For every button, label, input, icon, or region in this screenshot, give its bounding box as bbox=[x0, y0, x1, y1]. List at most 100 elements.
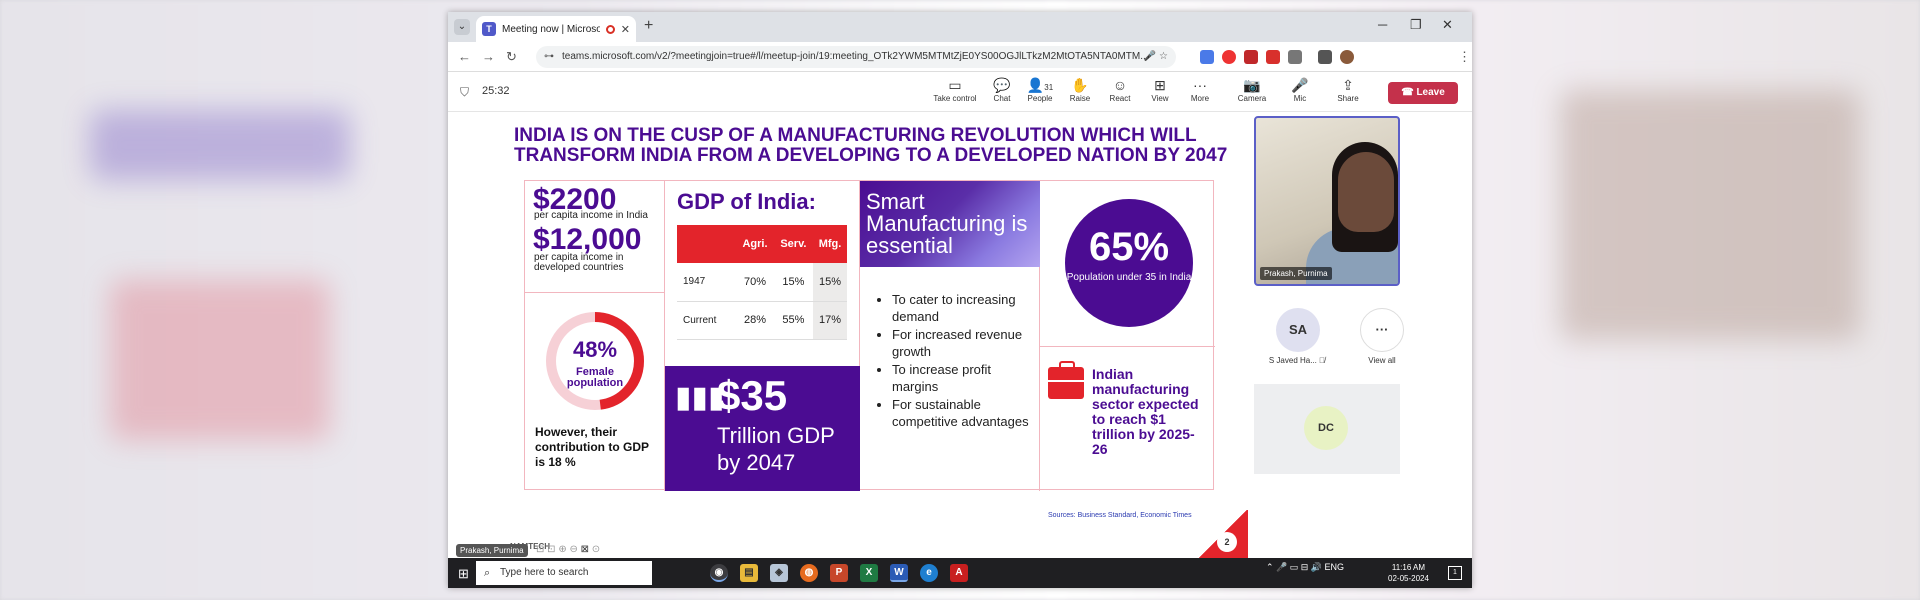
profile-avatar[interactable] bbox=[1340, 50, 1354, 64]
avatar[interactable]: SA bbox=[1276, 308, 1320, 352]
tab-title: Meeting now | Microsoft Te bbox=[502, 23, 600, 35]
developed-income-label: per capita income in developed countries bbox=[534, 252, 624, 273]
tab-search-icon[interactable]: ⌄ bbox=[454, 19, 470, 35]
mic-off-icon: 🎤 bbox=[1291, 77, 1309, 93]
powerpoint-icon[interactable]: P bbox=[830, 564, 848, 582]
camera-button[interactable]: 📷 Camera bbox=[1232, 76, 1272, 108]
tab-teams-meeting[interactable]: T Meeting now | Microsoft Te ✕ bbox=[476, 16, 636, 42]
view-all-label[interactable]: View all bbox=[1368, 356, 1396, 365]
react-button[interactable]: ☺ React bbox=[1100, 76, 1140, 108]
chat-icon: 💬 bbox=[993, 77, 1011, 93]
minimize-button[interactable]: ─ bbox=[1378, 17, 1388, 32]
table-row: 1947 70% 15% 15% bbox=[677, 263, 847, 302]
app-icon[interactable]: ◈ bbox=[770, 564, 788, 582]
meeting-timer: 25:32 bbox=[482, 85, 510, 97]
address-bar-row: ← → ↻ ⊶ teams.microsoft.com/v2/?meetingj… bbox=[448, 42, 1472, 72]
gdp-cell: 15% bbox=[813, 263, 847, 302]
firefox-icon[interactable]: ◍ bbox=[800, 564, 818, 582]
browser-menu-icon[interactable]: ⋮ bbox=[1458, 49, 1471, 64]
people-icon: 👤31 bbox=[1026, 77, 1054, 93]
raise-hand-button[interactable]: ✋ Raise bbox=[1060, 76, 1100, 108]
trillion-panel: ▮▮▮ $35 Trillion GDP by 2047 bbox=[665, 366, 860, 491]
phone-icon: ☎ bbox=[1401, 87, 1417, 98]
smart-panel: Smart Manufacturing is essential To cate… bbox=[860, 181, 1040, 491]
participants-panel: Prakash, Purnima SA S Javed Ha... 🎙̸ ···… bbox=[1254, 112, 1472, 558]
slide-grid: $2200 per capita income in India $12,000… bbox=[524, 180, 1215, 491]
mic-muted-icon: 🎙̸ bbox=[1319, 356, 1326, 365]
new-tab-button[interactable]: + bbox=[644, 17, 654, 34]
clock-date: 02-05-2024 bbox=[1388, 574, 1429, 583]
donut-arc bbox=[546, 312, 644, 410]
take-control-button[interactable]: ▭ Take control bbox=[928, 76, 982, 108]
gdp-header-cell bbox=[677, 225, 737, 263]
reload-icon[interactable]: ↻ bbox=[506, 49, 517, 64]
taskbar-search-input[interactable]: ⌕ Type here to search bbox=[476, 561, 652, 585]
avatar: DC bbox=[1304, 406, 1348, 450]
presentation-controls-icon[interactable]: ⊡ ⊡ ⊕ ⊖ ⊠ ⊙ bbox=[536, 544, 601, 555]
female-donut-chart: 48% bbox=[546, 312, 644, 410]
list-item: To cater to increasing demand bbox=[892, 291, 1034, 325]
share-button[interactable]: ⇪ Share bbox=[1328, 76, 1368, 108]
gdp-cell: 70% bbox=[736, 263, 774, 302]
view-icon: ⊞ bbox=[1154, 77, 1166, 93]
notification-icon[interactable]: 1 bbox=[1448, 566, 1462, 580]
gdp-cell: 15% bbox=[773, 263, 813, 302]
trillion-value: $35 bbox=[717, 372, 788, 419]
download-icon[interactable] bbox=[1318, 50, 1332, 64]
url-input[interactable]: ⊶ teams.microsoft.com/v2/?meetingjoin=tr… bbox=[536, 46, 1176, 68]
bookmark-icon[interactable]: 🎤 ☆ bbox=[1143, 51, 1168, 62]
forward-icon[interactable]: → bbox=[482, 49, 495, 64]
gdp-cell: 17% bbox=[813, 301, 847, 340]
female-label: Female population bbox=[566, 366, 624, 389]
tab-strip: ⌄ T Meeting now | Microsoft Te ✕ + ─ ❐ ✕ bbox=[448, 12, 1472, 42]
file-explorer-icon[interactable]: ▤ bbox=[740, 564, 758, 582]
word-icon[interactable]: W bbox=[890, 564, 908, 582]
raise-hand-icon: ✋ bbox=[1071, 77, 1089, 93]
smart-banner: Smart Manufacturing is essential bbox=[860, 181, 1040, 267]
camera-off-icon: 📷 bbox=[1243, 77, 1261, 93]
browser-window: ⌄ T Meeting now | Microsoft Te ✕ + ─ ❐ ✕… bbox=[448, 12, 1472, 588]
list-item: For sustainable competitive advantages bbox=[892, 396, 1034, 430]
acrobat-icon[interactable]: A bbox=[950, 564, 968, 582]
edge-icon[interactable]: e bbox=[920, 564, 938, 582]
chrome-icon[interactable]: ◉ bbox=[710, 564, 728, 582]
close-tab-icon[interactable]: ✕ bbox=[620, 23, 630, 36]
windows-start-icon[interactable]: ⊞ bbox=[458, 566, 469, 581]
close-window-button[interactable]: ✕ bbox=[1442, 17, 1453, 32]
view-button[interactable]: ⊞ View bbox=[1140, 76, 1180, 108]
opera-extension-icon[interactable] bbox=[1222, 50, 1236, 64]
gdp-header-cell: Serv. bbox=[773, 225, 813, 263]
extensions-icon[interactable] bbox=[1288, 50, 1302, 64]
gdp-cell: 55% bbox=[773, 301, 813, 340]
mic-button[interactable]: 🎤 Mic bbox=[1280, 76, 1320, 108]
leave-button[interactable]: ☎ Leave bbox=[1388, 82, 1458, 104]
income-panel: $2200 per capita income in India $12,000… bbox=[525, 181, 665, 293]
gdp-panel: GDP of India: Agri. Serv. Mfg. 1947 70% … bbox=[665, 181, 860, 366]
people-button[interactable]: 👤31 People bbox=[1020, 76, 1060, 108]
back-icon[interactable]: ← bbox=[458, 49, 471, 64]
acrobat-extension-icon[interactable] bbox=[1266, 50, 1280, 64]
population-panel: 65% Population under 35 in India bbox=[1040, 181, 1215, 347]
system-tray[interactable]: ⌃ 🎤 ▭ ⊟ 🔊 ENG bbox=[1266, 562, 1345, 572]
population-label: Population under 35 in India bbox=[1066, 272, 1192, 283]
excel-icon[interactable]: X bbox=[860, 564, 878, 582]
clock-time: 11:16 AM bbox=[1391, 563, 1426, 572]
more-button[interactable]: ··· More bbox=[1180, 76, 1220, 108]
background-blob bbox=[90, 110, 350, 180]
view-all-button[interactable]: ··· bbox=[1360, 308, 1404, 352]
restore-button[interactable]: ❐ bbox=[1410, 17, 1422, 32]
gdp-header-row: Agri. Serv. Mfg. bbox=[677, 225, 847, 263]
chat-button[interactable]: 💬 Chat bbox=[982, 76, 1022, 108]
translate-extension-icon[interactable] bbox=[1200, 50, 1214, 64]
briefcase-icon bbox=[1048, 361, 1084, 399]
sector-text: Indian manufacturing sector expected to … bbox=[1092, 366, 1199, 457]
pdf-extension-icon[interactable] bbox=[1244, 50, 1258, 64]
shield-icon: ⛉ bbox=[460, 85, 470, 99]
participant-tile[interactable]: DC bbox=[1254, 384, 1400, 474]
trillion-text: Trillion GDP by 2047 bbox=[717, 423, 835, 475]
system-clock[interactable]: 11:16 AM 02-05-2024 bbox=[1388, 562, 1429, 584]
female-caption: However, their contribution to GDP is 18… bbox=[535, 425, 649, 469]
participant-video[interactable]: Prakash, Purnima bbox=[1254, 116, 1400, 286]
background-blob bbox=[1560, 90, 1860, 340]
site-info-icon[interactable]: ⊶ bbox=[544, 51, 554, 62]
